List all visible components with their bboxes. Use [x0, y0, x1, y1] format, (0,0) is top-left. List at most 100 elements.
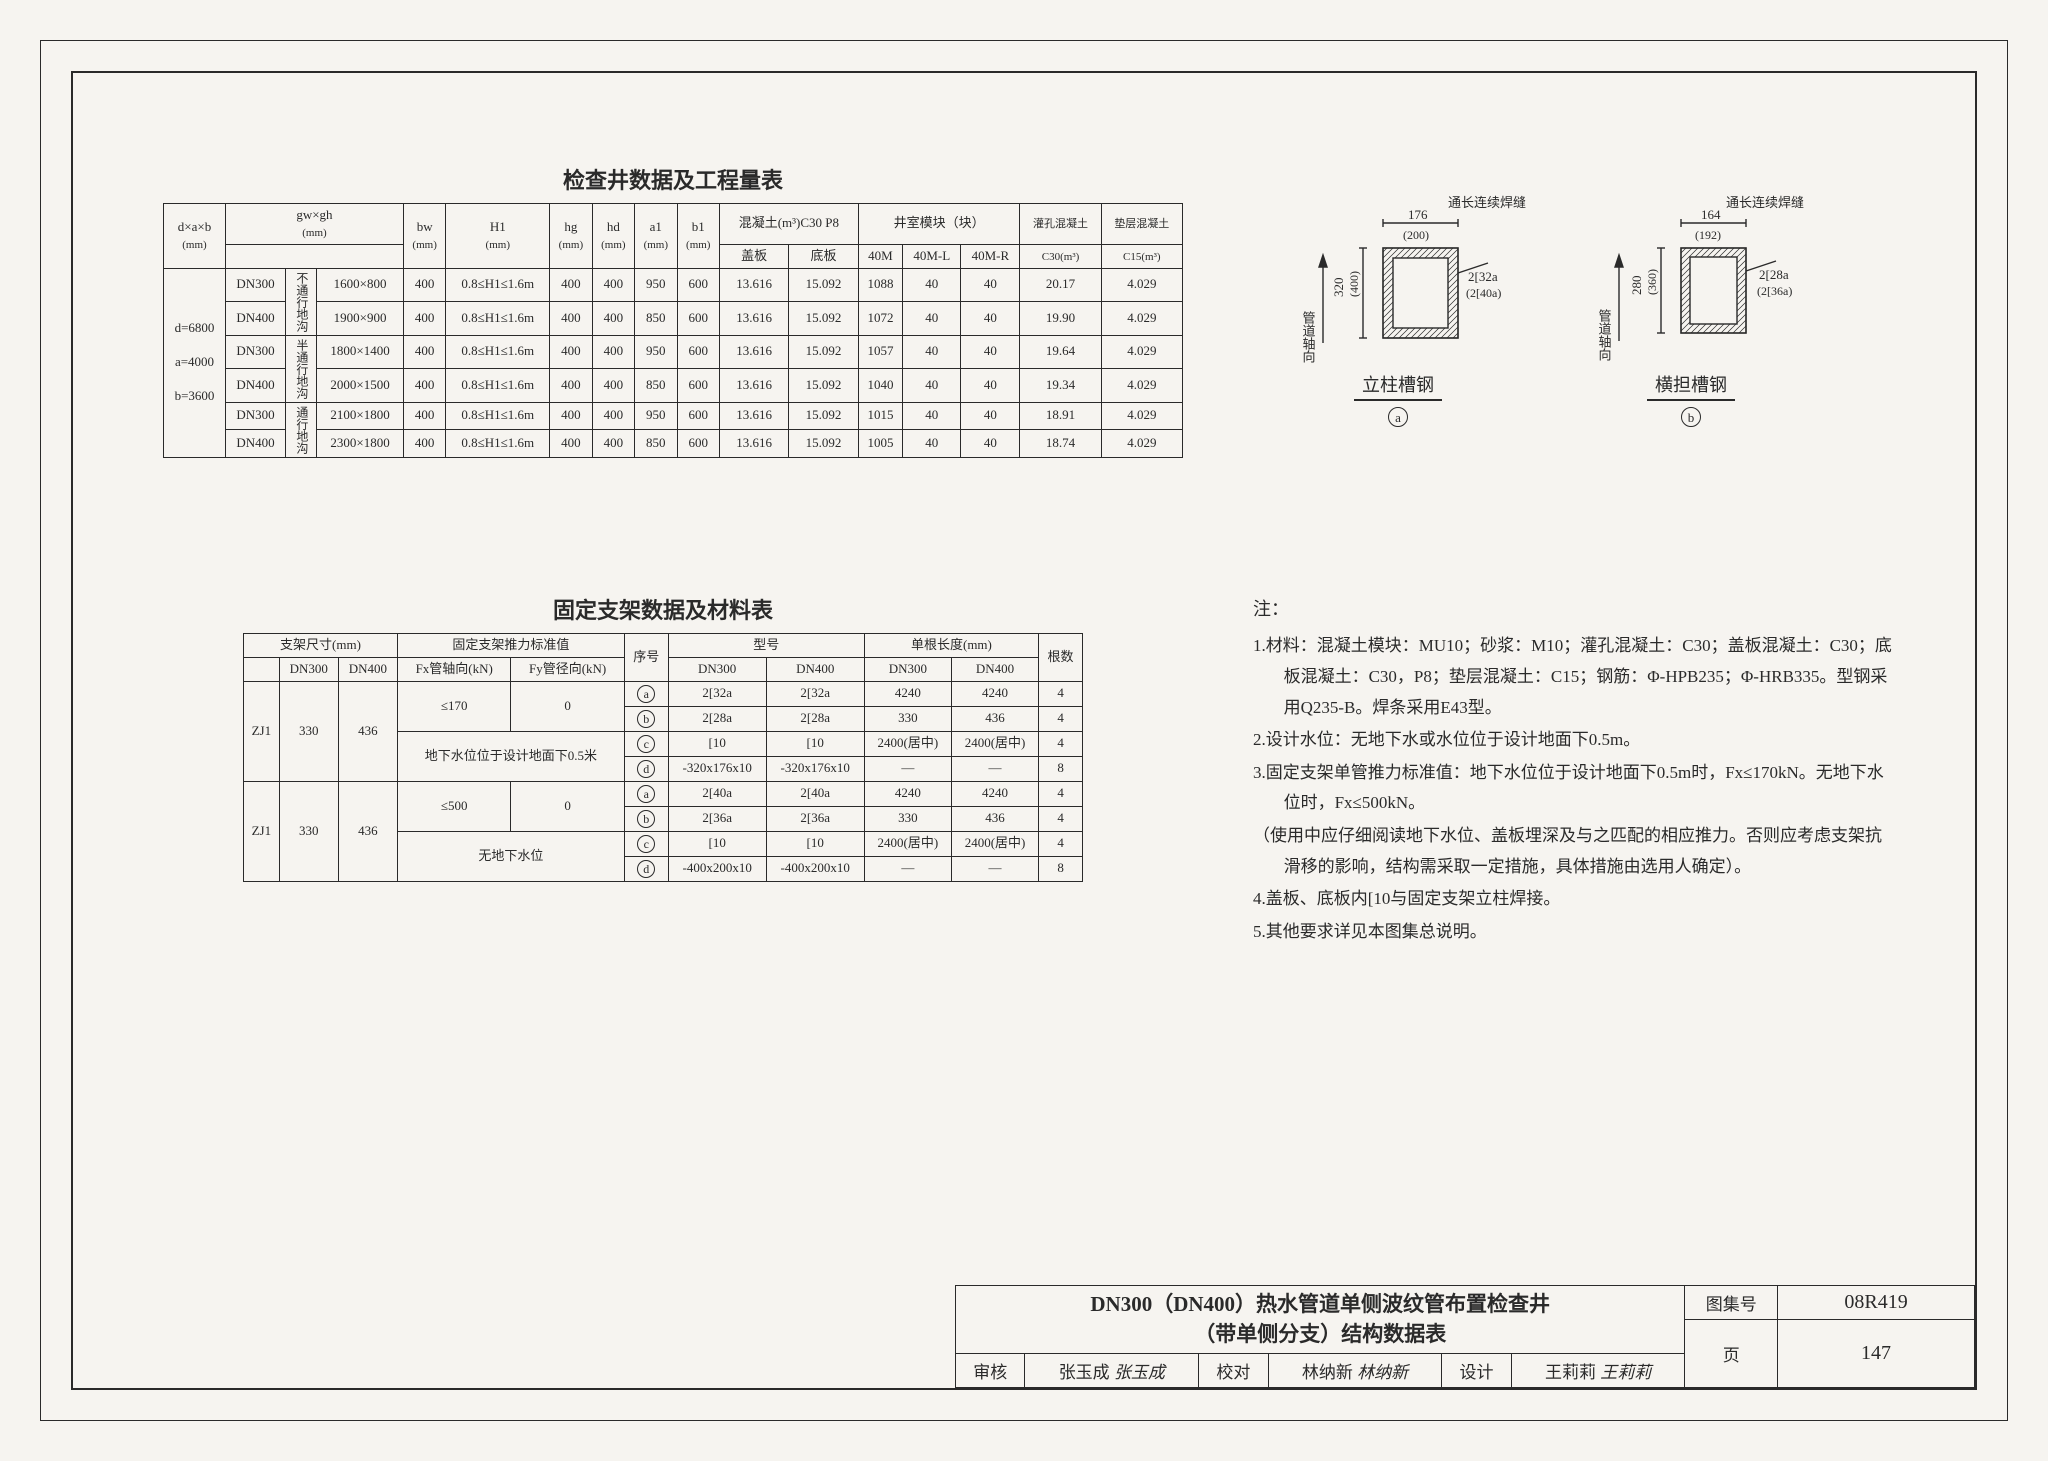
table1-title: 检查井数据及工程量表: [163, 163, 1183, 195]
data-cell: 19.34: [1020, 369, 1101, 403]
data-cell: 2000×1500: [317, 369, 404, 403]
inspection-well-table: 检查井数据及工程量表 d×a×b(mm) gw×gh(mm) bw(mm) H1…: [163, 163, 1183, 458]
svg-text:通长连续焊缝: 通长连续焊缝: [1726, 195, 1804, 210]
data-cell: 0.8≤H1≤1.6m: [446, 335, 550, 369]
drawing-sheet: 检查井数据及工程量表 d×a×b(mm) gw×gh(mm) bw(mm) H1…: [0, 0, 2048, 1461]
data-cell: 1015: [858, 402, 902, 430]
dn-cell: DN400: [225, 430, 285, 458]
reviewer-signature: 张玉成: [1114, 1363, 1165, 1382]
data-cell: [10: [766, 831, 864, 856]
data-cell: 1088: [858, 268, 902, 302]
seq-tag: d: [637, 760, 655, 778]
beam-channel-svg: 通长连续焊缝 164 (192) 280: [1561, 193, 1821, 363]
seq-cell: b: [624, 806, 668, 831]
condition-cell: 地下水位位于设计地面下0.5米: [398, 731, 625, 781]
diagram-b-tag: b: [1681, 407, 1701, 427]
data-cell: 40: [903, 335, 961, 369]
svg-text:(400): (400): [1347, 271, 1361, 297]
data-cell: 2400(居中): [864, 831, 951, 856]
data-cell: 400: [550, 402, 592, 430]
diagram-a-tag: a: [1388, 407, 1408, 427]
drawing-title-2: （带单侧分支）结构数据表: [1194, 1322, 1446, 1346]
title-block: DN300（DN400）热水管道单侧波纹管布置检查井 （带单侧分支）结构数据表 …: [955, 1285, 1975, 1388]
block-dn400: 436: [338, 681, 397, 781]
table-row: d=6800a=4000b=3600DN300不通行地沟1600×8004000…: [164, 268, 1183, 302]
block-name: ZJ1: [244, 681, 280, 781]
data-cell: 40: [961, 430, 1020, 458]
h-dab: d×a×b: [178, 219, 211, 234]
data-cell: 400: [550, 430, 592, 458]
data-cell: 4.029: [1101, 430, 1182, 458]
data-cell: 400: [403, 268, 445, 302]
seq-tag: b: [637, 710, 655, 728]
column-channel-svg: 通长连续焊缝 176 (200): [1268, 193, 1528, 363]
dn-cell: DN300: [225, 268, 285, 302]
data-cell: 18.91: [1020, 402, 1101, 430]
data-cell: 400: [403, 302, 445, 336]
data-cell: 40: [903, 369, 961, 403]
data-cell: 4.029: [1101, 268, 1182, 302]
data-cell: -320x176x10: [766, 756, 864, 781]
svg-text:管道轴向: 管道轴向: [1301, 311, 1316, 363]
data-cell: 400: [550, 302, 592, 336]
data-cell: 400: [592, 402, 634, 430]
data-cell: 40: [903, 302, 961, 336]
data-cell: —: [864, 856, 951, 881]
data-cell: 2100×1800: [317, 402, 404, 430]
diagram-a-label: 立柱槽钢: [1354, 371, 1442, 401]
dn-cell: DN400: [225, 369, 285, 403]
data-cell: —: [951, 756, 1038, 781]
data-cell: -320x176x10: [668, 756, 766, 781]
data-cell: 400: [592, 335, 634, 369]
seq-tag: c: [637, 835, 655, 853]
svg-text:280: 280: [1629, 276, 1644, 296]
data-cell: 40: [903, 430, 961, 458]
data-cell: 13.616: [719, 302, 788, 336]
reviewer-label: 审核: [956, 1354, 1025, 1388]
svg-text:(200): (200): [1403, 228, 1429, 242]
diagram-b: 通长连续焊缝 164 (192) 280: [1546, 193, 1836, 427]
data-cell: 15.092: [789, 335, 858, 369]
data-cell: 2400(居中): [864, 731, 951, 756]
data-cell: [10: [668, 731, 766, 756]
seq-tag: a: [637, 785, 655, 803]
note-item: 3.固定支架单管推力标准值：地下水位位于设计地面下0.5m时，Fx≤170kN。…: [1253, 758, 1893, 819]
trench-type: 半通行地沟: [285, 335, 316, 402]
data-cell: 4: [1039, 681, 1083, 706]
data-cell: 20.17: [1020, 268, 1101, 302]
data-cell: 600: [677, 369, 719, 403]
data-cell: 2300×1800: [317, 430, 404, 458]
data-cell: 400: [550, 335, 592, 369]
designer-signature: 王莉莉: [1600, 1363, 1651, 1382]
note-item: 2.设计水位：无地下水或水位位于设计地面下0.5m。: [1253, 725, 1893, 756]
set-label: 图集号: [1685, 1286, 1778, 1320]
data-cell: 2400(居中): [951, 731, 1038, 756]
data-cell: 950: [635, 268, 677, 302]
data-cell: 8: [1039, 756, 1083, 781]
seq-cell: a: [624, 781, 668, 806]
fx-cell: ≤170: [398, 681, 511, 731]
data-cell: 4240: [951, 781, 1038, 806]
data-cell: 330: [864, 806, 951, 831]
fx-cell: ≤500: [398, 781, 511, 831]
page-label: 页: [1685, 1320, 1778, 1388]
svg-text:(2[40a): (2[40a): [1466, 286, 1501, 300]
data-cell: 2[32a: [668, 681, 766, 706]
data-cell: 40: [903, 402, 961, 430]
data-cell: 1600×800: [317, 268, 404, 302]
data-cell: 400: [592, 302, 634, 336]
svg-text:(192): (192): [1695, 228, 1721, 242]
table-row: DN300通行地沟2100×18004000.8≤H1≤1.6m40040095…: [164, 402, 1183, 430]
data-cell: 13.616: [719, 369, 788, 403]
data-cell: 19.90: [1020, 302, 1101, 336]
data-cell: 330: [864, 706, 951, 731]
data-cell: 2[28a: [668, 706, 766, 731]
notes: 注： 1.材料：混凝土模块：MU10；砂浆：M10；灌孔混凝土：C30；盖板混凝…: [1253, 593, 1893, 949]
svg-text:2[28a: 2[28a: [1759, 267, 1789, 282]
svg-text:(360): (360): [1645, 269, 1659, 295]
data-cell: 1057: [858, 335, 902, 369]
fy-cell: 0: [511, 681, 624, 731]
data-cell: 600: [677, 402, 719, 430]
data-cell: —: [864, 756, 951, 781]
data-cell: 4240: [864, 681, 951, 706]
